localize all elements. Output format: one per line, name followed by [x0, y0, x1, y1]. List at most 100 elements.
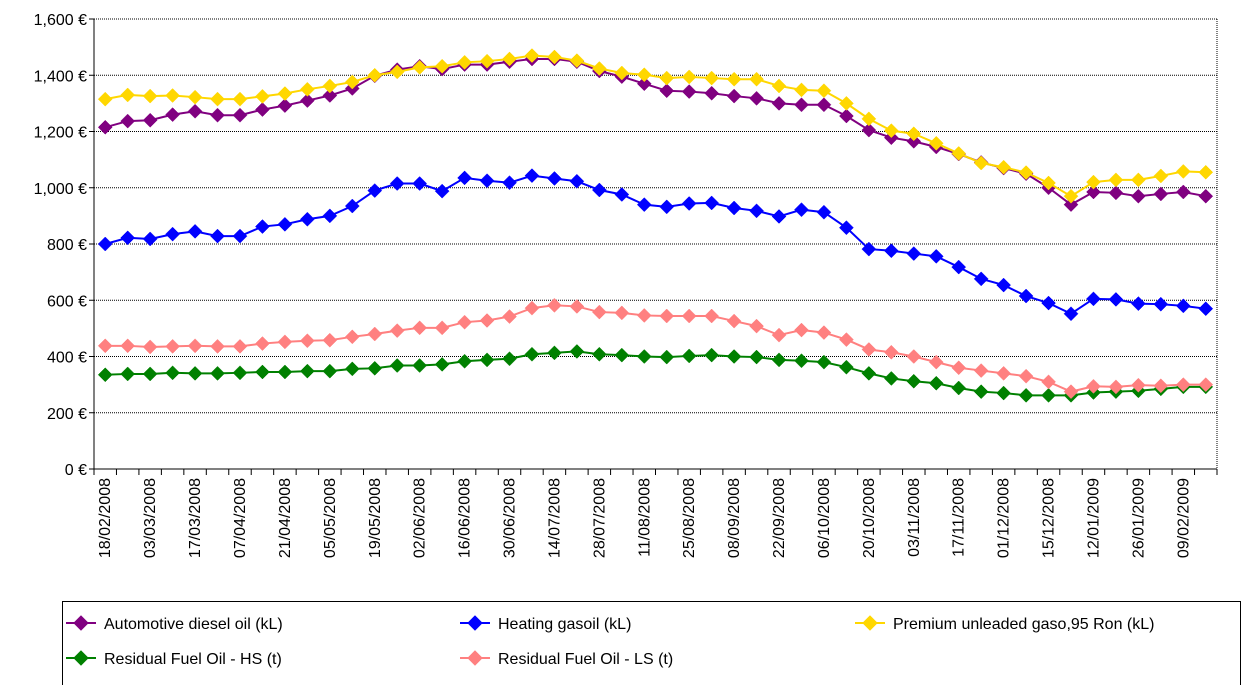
y-tick-label: 1,600 € [34, 12, 87, 29]
data-point [681, 84, 697, 99]
x-tick-label: 15/12/2008 [1041, 478, 1058, 558]
data-point [479, 53, 495, 69]
data-point [704, 308, 720, 324]
data-point [771, 78, 787, 94]
data-point [300, 363, 315, 379]
data-point [636, 197, 652, 212]
data-point [457, 353, 472, 369]
data-point [142, 88, 158, 104]
data-point [726, 200, 742, 216]
data-point [1175, 164, 1191, 179]
data-point [906, 133, 922, 149]
data-point [839, 220, 854, 236]
data-point [457, 314, 472, 330]
data-point [569, 344, 585, 359]
y-tick-label: 1,000 € [34, 181, 87, 198]
data-point [883, 371, 899, 386]
data-point [277, 364, 293, 380]
data-point [344, 361, 360, 377]
data-point [726, 313, 742, 329]
data-point [457, 54, 472, 70]
data-point [1153, 378, 1169, 394]
data-point [704, 347, 720, 363]
data-point [951, 360, 967, 376]
data-point [1131, 172, 1146, 188]
data-point [300, 81, 315, 97]
data-point [883, 123, 899, 139]
data-point [1018, 368, 1034, 384]
y-tick-label: 1,200 € [34, 125, 87, 142]
data-point [816, 204, 832, 220]
data-point [591, 182, 607, 198]
data-point [524, 300, 540, 316]
data-point [1175, 298, 1191, 314]
x-tick-label: 17/03/2008 [187, 478, 204, 558]
x-tick-label: 26/01/2009 [1130, 478, 1147, 558]
data-point [344, 198, 360, 214]
legend-item: Residual Fuel Oil - LS (t) [460, 650, 673, 668]
data-point [232, 107, 248, 123]
data-point [996, 366, 1011, 381]
data-point [524, 48, 540, 63]
data-point [996, 277, 1011, 293]
data-point [636, 76, 652, 92]
data-point [120, 230, 136, 246]
data-point [1108, 172, 1124, 188]
data-point [636, 308, 652, 323]
data-point [1108, 292, 1124, 307]
data-point [1041, 175, 1056, 191]
data-point [906, 126, 922, 142]
x-tick-label: 17/11/2008 [951, 478, 968, 557]
x-tick-label: 20/10/2008 [861, 478, 878, 558]
data-point [547, 345, 562, 361]
x-tick-label: 28/07/2008 [591, 478, 608, 558]
data-point [300, 93, 315, 108]
data-point [1041, 295, 1056, 311]
x-tick-label: 01/12/2008 [996, 478, 1013, 558]
x-tick-label: 30/06/2008 [502, 478, 519, 558]
data-point [591, 61, 607, 76]
data-point [165, 365, 180, 381]
data-point [412, 176, 428, 191]
data-point [906, 349, 922, 364]
data-point [726, 349, 742, 364]
data-point [322, 208, 338, 224]
data-point [232, 365, 248, 381]
legend-swatch-marker [467, 650, 483, 666]
x-axis: 18/02/2008 03/03/2008 17/03/2008 07/04/2008… [93, 468, 1218, 558]
data-point [165, 339, 180, 354]
data-point [1131, 377, 1146, 393]
series-3 [97, 344, 1214, 403]
data-point [839, 108, 854, 124]
legend-swatch-marker [73, 615, 89, 631]
data-point [1153, 168, 1169, 184]
x-tick-label: 08/09/2008 [726, 478, 743, 558]
data-point [816, 325, 832, 340]
data-point [255, 364, 270, 380]
data-point [1153, 186, 1169, 202]
data-point [614, 187, 630, 202]
legend-swatch-marker [73, 650, 89, 666]
data-point [120, 366, 136, 382]
data-point [210, 91, 225, 107]
data-point [749, 71, 764, 87]
data-point [839, 359, 854, 375]
data-point [996, 385, 1011, 401]
data-point [120, 338, 136, 354]
data-point [681, 69, 697, 85]
data-point [412, 358, 428, 373]
data-point [120, 113, 136, 129]
y-tick-label: 600 € [47, 293, 87, 310]
data-point [97, 91, 113, 107]
data-point [1153, 296, 1169, 312]
data-point [636, 67, 652, 83]
data-point [749, 203, 764, 219]
x-tick-label: 09/02/2009 [1175, 478, 1192, 558]
x-tick-label: 19/05/2008 [367, 478, 384, 558]
data-point [187, 338, 203, 354]
data-point [883, 243, 899, 259]
data-point [187, 223, 203, 239]
data-point [861, 366, 877, 381]
data-point [951, 380, 967, 396]
data-point [591, 346, 607, 362]
